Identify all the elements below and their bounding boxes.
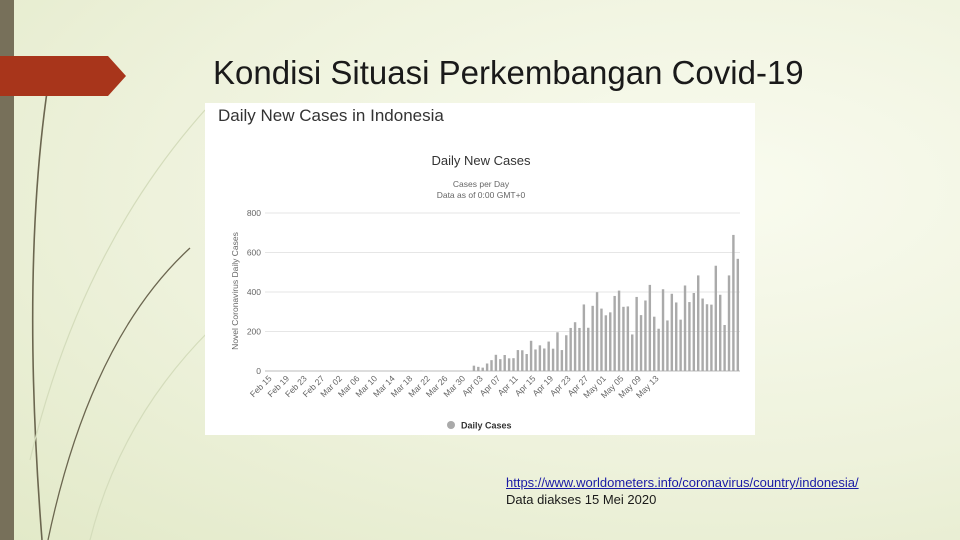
source-link[interactable]: https://www.worldometers.info/coronaviru…	[506, 475, 859, 490]
bar	[688, 302, 691, 371]
bar	[657, 328, 660, 371]
bar	[569, 327, 572, 371]
bar	[653, 316, 656, 371]
chart-title: Daily New Cases	[432, 153, 531, 168]
bar	[648, 284, 652, 371]
bar	[516, 350, 520, 371]
bar	[679, 319, 682, 371]
bar	[639, 315, 643, 371]
bar	[587, 327, 590, 371]
bar	[692, 292, 696, 371]
y-axis-label: Novel Coronavirus Daily Cases	[230, 232, 240, 350]
y-tick-label: 400	[247, 287, 261, 297]
bar	[736, 258, 740, 371]
bar	[604, 315, 608, 371]
bar	[701, 298, 704, 371]
bar	[472, 365, 476, 371]
panel-heading: Daily New Cases in Indonesia	[218, 106, 444, 125]
chart-panel: Daily New Cases in Indonesia Daily New C…	[205, 103, 755, 435]
bar	[661, 289, 665, 371]
bar	[666, 320, 669, 371]
y-tick-label: 200	[247, 327, 261, 337]
bar	[529, 340, 533, 371]
chart-subtitle-line-1: Cases per Day	[453, 179, 510, 189]
bar	[622, 306, 625, 371]
bar	[481, 367, 484, 371]
bar	[732, 234, 735, 371]
y-tick-label: 600	[247, 248, 261, 258]
bar	[560, 350, 564, 371]
bar	[565, 335, 568, 371]
bars-layer	[419, 234, 740, 371]
bar	[556, 332, 559, 371]
accent-shape	[0, 56, 126, 96]
daily-cases-chart: Daily New Cases Cases per Day Data as of…	[230, 153, 740, 431]
bar	[595, 292, 599, 371]
bar	[485, 363, 489, 371]
bar	[507, 358, 511, 371]
chart-subtitle-line-2: Data as of 0:00 GMT+0	[437, 190, 526, 200]
bar	[512, 358, 515, 371]
bar	[525, 354, 528, 371]
bar	[635, 296, 638, 371]
bar	[521, 350, 524, 371]
grid-layer: 0 200 400 600 800	[247, 208, 740, 376]
bar	[675, 302, 678, 371]
bar	[494, 354, 498, 371]
bar	[573, 322, 577, 371]
bar	[477, 366, 480, 371]
access-date-note: Data diakses 15 Mei 2020	[506, 492, 657, 507]
slide-title: Kondisi Situasi Perkembangan Covid-19	[213, 54, 804, 91]
title-accent-arrow	[0, 56, 126, 96]
bar	[538, 345, 542, 371]
bar	[600, 308, 603, 371]
bar	[547, 341, 550, 371]
bar	[710, 304, 713, 371]
y-tick-label: 800	[247, 208, 261, 218]
bar	[613, 295, 616, 371]
bar	[727, 275, 731, 371]
bar	[551, 348, 555, 371]
bar	[582, 304, 586, 371]
y-tick-label: 0	[256, 366, 261, 376]
bar	[591, 305, 594, 371]
bar	[683, 285, 687, 371]
bar	[697, 275, 700, 371]
bar	[718, 294, 722, 371]
bar	[543, 348, 546, 371]
bar	[617, 290, 621, 371]
bar	[534, 349, 537, 371]
bar	[631, 334, 634, 371]
bar	[626, 306, 630, 371]
left-accent-bar	[0, 0, 14, 540]
bar	[644, 300, 647, 371]
bar	[499, 359, 502, 371]
bar	[714, 265, 718, 371]
bar	[578, 327, 581, 371]
legend-label: Daily Cases	[461, 421, 512, 431]
bar	[490, 360, 493, 371]
bar	[670, 293, 674, 371]
bar	[503, 355, 506, 371]
bar	[609, 312, 612, 371]
bar	[723, 324, 726, 371]
bar	[705, 304, 709, 371]
legend-marker	[447, 421, 455, 429]
